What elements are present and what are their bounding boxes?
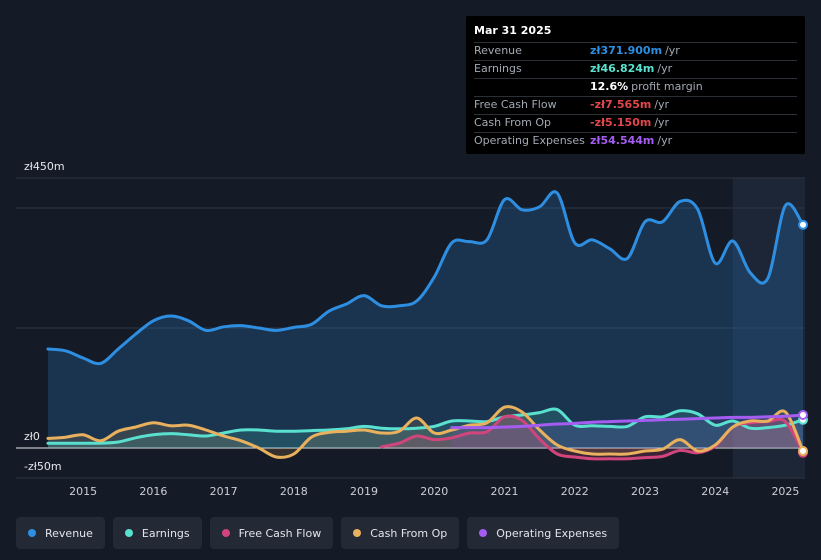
revenue-line: [46, 190, 805, 366]
earnings-line: [46, 407, 805, 445]
x-axis-label: 2024: [701, 485, 729, 498]
tooltip-value: 12.6%: [590, 80, 629, 93]
revenue-end-marker: [798, 219, 808, 230]
legend-dot-icon: [124, 529, 133, 537]
tooltip-unit: /yr: [665, 44, 680, 57]
x-axis-label: 2021: [491, 485, 519, 498]
series-lines: [46, 190, 805, 461]
tooltip-row: Revenue zł371.900m/yr: [474, 43, 797, 61]
tooltip-value: -zł7.565m: [590, 98, 652, 111]
tooltip-row: Earnings zł46.824m/yr: [474, 61, 797, 79]
revenue-area: [48, 191, 803, 448]
x-axis-label: 2022: [561, 485, 589, 498]
series-end-markers: [798, 219, 808, 458]
legend-label: Cash From Op: [370, 526, 448, 540]
legend-item-free-cash-flow[interactable]: Free Cash Flow: [209, 517, 334, 549]
tooltip-label: Free Cash Flow: [474, 98, 557, 111]
legend-item-operating-expenses[interactable]: Operating Expenses: [467, 517, 620, 549]
cash-from-op-line: [46, 405, 805, 459]
x-axis-label: 2020: [420, 485, 448, 498]
tooltip-unit: profit margin: [631, 80, 703, 93]
legend-dot-icon: [353, 529, 362, 537]
tooltip-row: Operating Expenses zł54.544m/yr: [474, 133, 797, 150]
legend-dot-icon: [479, 529, 488, 537]
legend-label: Revenue: [45, 526, 93, 540]
x-axis-labels: 2015 2016 2017 2018 2019 2020 2021 2022 2023 2024…: [69, 485, 799, 498]
tooltip-label: Operating Expenses: [474, 134, 585, 147]
legend-item-cash-from-op[interactable]: Cash From Op: [341, 517, 460, 549]
tooltip-value: zł54.544m: [590, 134, 655, 147]
x-axis-label: 2023: [631, 485, 659, 498]
y-axis-label: zł0: [24, 430, 40, 443]
x-axis-label: 2018: [280, 485, 308, 498]
operating-expenses-line: [450, 413, 805, 430]
tooltip-value: -zł5.150m: [590, 116, 652, 129]
legend: Revenue Earnings Free Cash Flow Cash From O…: [16, 517, 627, 549]
cash-from-op-area: [48, 406, 803, 458]
legend-item-earnings[interactable]: Earnings: [112, 517, 202, 549]
chart: zł450m zł0 -zł50m 2015 2016 2017 2018 2019 2020…: [16, 160, 808, 498]
tooltip-label: Cash From Op: [474, 116, 552, 129]
x-axis-label: 2015: [69, 485, 97, 498]
legend-label: Free Cash Flow: [238, 526, 322, 540]
tooltip-row: 12.6% profit margin: [474, 79, 797, 97]
tooltip-rows: Revenue zł371.900m/yr Earnings zł46.824m/yr…: [474, 43, 797, 150]
tooltip-unit: /yr: [657, 62, 673, 75]
grid: [16, 177, 805, 479]
x-axis-label: 2025: [771, 485, 799, 498]
tooltip-label: [474, 79, 590, 96]
legend-item-revenue[interactable]: Revenue: [16, 517, 105, 549]
tooltip-unit: /yr: [657, 134, 673, 147]
tooltip-row: Cash From Op -zł5.150m/yr: [474, 115, 797, 133]
operating-expenses-end-marker: [798, 410, 808, 420]
tooltip-value: zł371.900m: [590, 44, 663, 57]
y-axis-labels: zł450m zł0 -zł50m: [24, 160, 65, 473]
tooltip-unit: /yr: [654, 98, 670, 111]
tooltip-label: Revenue: [474, 44, 522, 57]
free-cash-flow-area: [381, 416, 803, 459]
legend-dot-icon: [28, 529, 36, 537]
tooltip-row: Free Cash Flow -zł7.565m/yr: [474, 97, 797, 115]
tooltip-date: Mar 31 2025: [474, 23, 797, 43]
tooltip-unit: /yr: [654, 116, 670, 129]
y-axis-label: zł450m: [24, 160, 65, 173]
legend-label: Operating Expenses: [496, 526, 608, 540]
legend-label: Earnings: [141, 526, 190, 540]
tooltip-value: zł46.824m: [590, 62, 655, 75]
x-axis-label: 2017: [210, 485, 238, 498]
tooltip: Mar 31 2025 Revenue zł371.900m/yr Earnings…: [466, 16, 805, 154]
cash-from-op-end-marker: [798, 446, 808, 456]
tooltip-label: Earnings: [474, 62, 522, 75]
x-axis-label: 2016: [139, 485, 167, 498]
x-axis-label: 2019: [350, 485, 378, 498]
legend-dot-icon: [221, 529, 230, 537]
y-axis-label: -zł50m: [24, 460, 62, 473]
